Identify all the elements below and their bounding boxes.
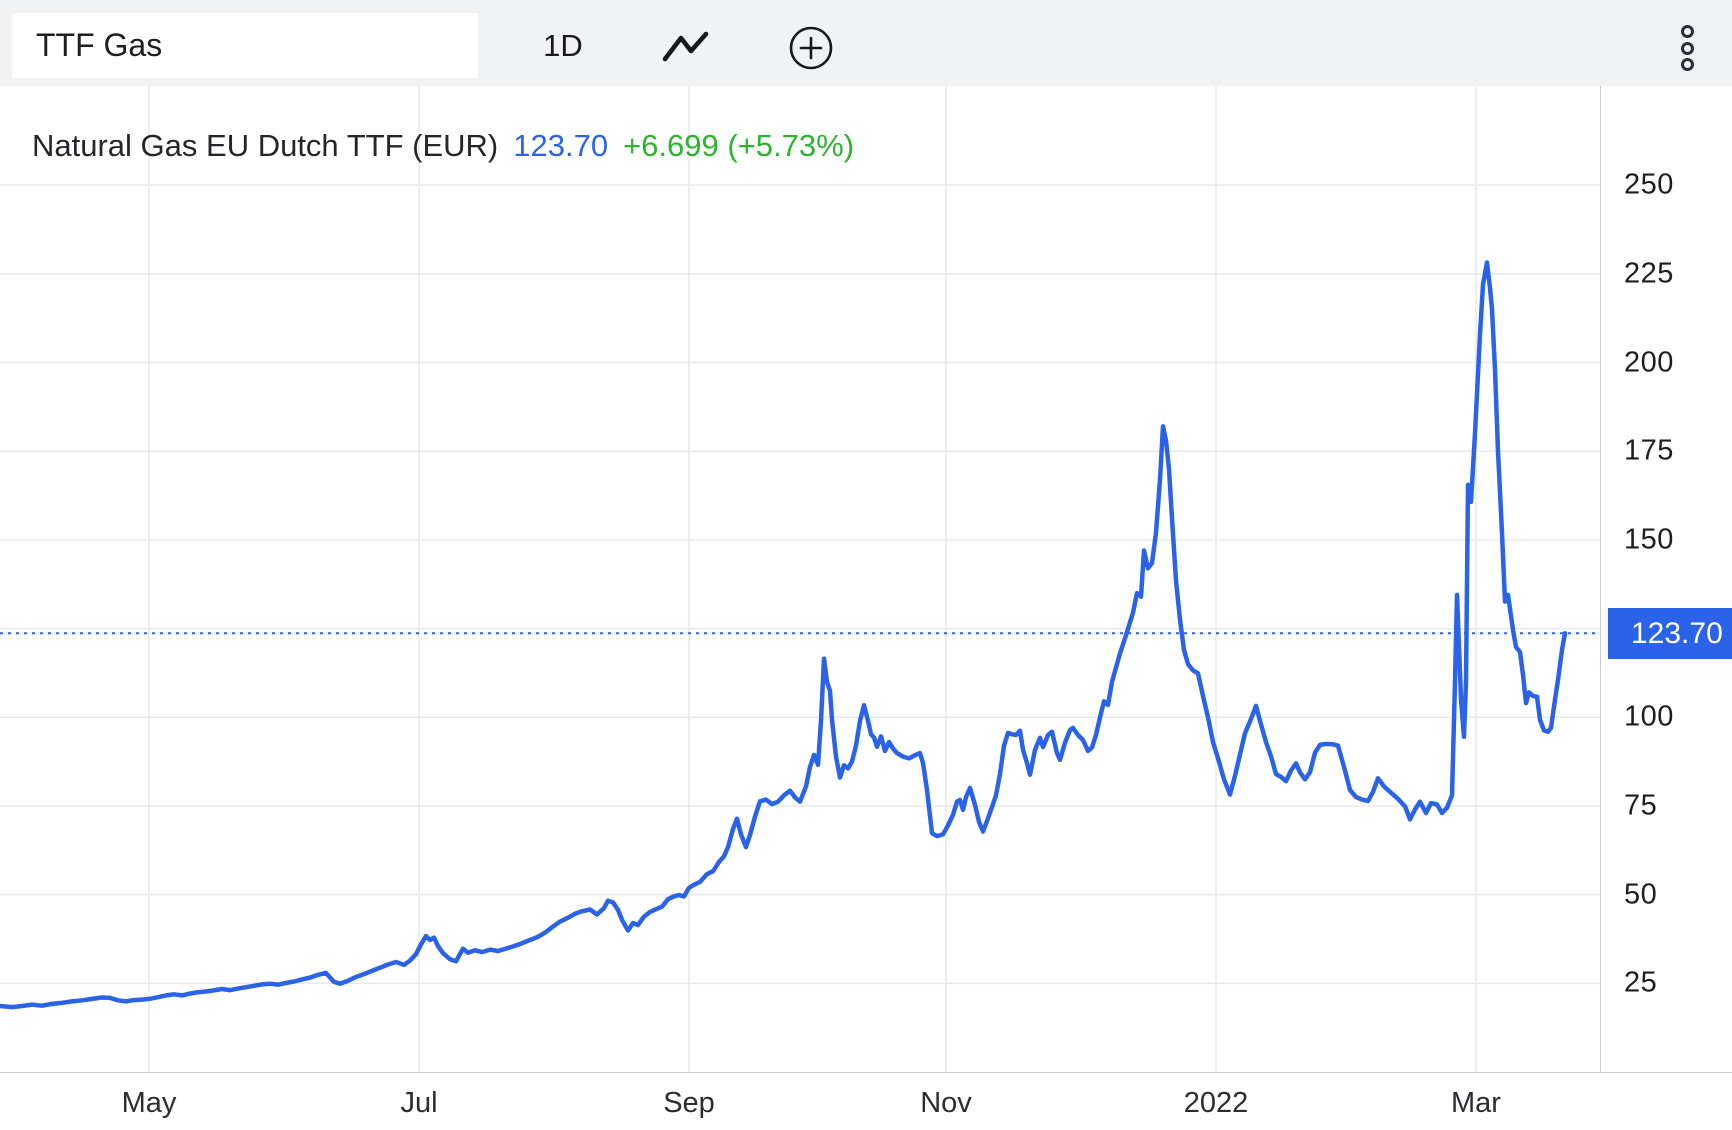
interval-button[interactable]: 1D	[528, 13, 598, 77]
price-axis-label: 25	[1624, 966, 1658, 999]
time-axis-label: Mar	[1451, 1087, 1501, 1119]
price-axis-label: 100	[1624, 700, 1674, 733]
price-axis-label: 175	[1624, 434, 1674, 467]
legend: Natural Gas EU Dutch TTF (EUR) 123.70 +6…	[32, 127, 854, 165]
price-axis-label: 200	[1624, 346, 1674, 379]
time-axis-label: Jul	[400, 1087, 438, 1119]
price-change: +6.699 (+5.73%)	[623, 128, 855, 163]
price-axis-label: 250	[1624, 168, 1674, 201]
time-axis-label: 2022	[1183, 1087, 1249, 1119]
price-axis-label: 150	[1624, 523, 1674, 556]
price-line-series	[0, 260, 1568, 1010]
kebab-menu-icon	[1680, 25, 1694, 38]
price-axis[interactable]: 123.70 250 225 200 175 150 100 75 50 25	[1600, 86, 1732, 1072]
time-axis[interactable]: May Jul Sep Nov 2022 Mar	[0, 1072, 1732, 1130]
chart-plot-area[interactable]	[0, 86, 1600, 1072]
last-price: 123.70	[513, 128, 609, 163]
chart-type-button[interactable]	[660, 28, 712, 66]
symbol-search-input[interactable]	[12, 13, 478, 78]
time-axis-label: Sep	[663, 1087, 715, 1119]
time-axis-label: May	[121, 1087, 177, 1119]
price-axis-label: 225	[1624, 257, 1674, 290]
plus-circle-icon	[788, 26, 834, 74]
line-chart-icon	[660, 31, 712, 69]
price-axis-label: 75	[1624, 789, 1658, 822]
symbol-title: Natural Gas EU Dutch TTF (EUR)	[32, 128, 499, 163]
kebab-menu-icon	[1680, 41, 1694, 55]
chart-svg	[0, 86, 1600, 1072]
compare-button[interactable]	[788, 25, 834, 71]
kebab-menu-icon	[1680, 58, 1694, 71]
price-axis-label: 50	[1624, 878, 1658, 911]
time-axis-label: Nov	[920, 1087, 972, 1119]
toolbar: 1D	[0, 0, 1732, 86]
more-menu-button[interactable]	[1680, 25, 1694, 71]
current-price-badge: 123.70	[1608, 607, 1732, 659]
